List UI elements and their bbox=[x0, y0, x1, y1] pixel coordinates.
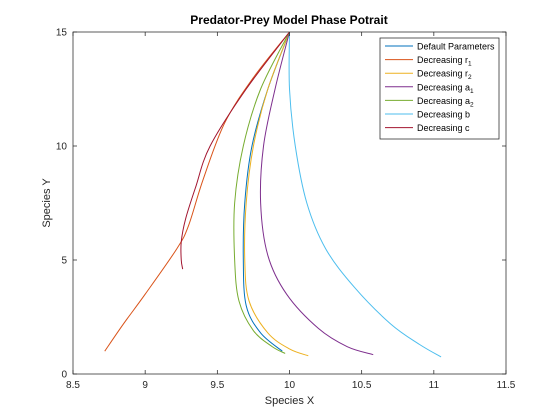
legend-entry: Decreasing b bbox=[385, 110, 470, 120]
x-tick-label: 8.5 bbox=[66, 380, 80, 391]
y-axis-ticks: 0 5 10 15 bbox=[56, 28, 506, 381]
legend-label: Decreasing a1 bbox=[417, 82, 474, 95]
series-line-3 bbox=[244, 31, 309, 357]
legend-label: Decreasing b bbox=[417, 110, 470, 120]
x-tick-label: 10.5 bbox=[352, 380, 372, 391]
legend-entry: Default Parameters bbox=[385, 42, 495, 52]
series-line-4 bbox=[259, 31, 374, 356]
y-tick-label: 0 bbox=[61, 370, 67, 381]
legend-entry: Decreasing c bbox=[385, 123, 470, 133]
legend-label-subscript: 2 bbox=[470, 101, 474, 108]
y-tick-label: 15 bbox=[56, 28, 68, 39]
legend-label-subscript: 1 bbox=[468, 61, 472, 68]
x-axis-ticks: 8.5 9 9.5 10 10.5 11 11.5 bbox=[66, 32, 516, 391]
legend-label-subscript: 2 bbox=[468, 74, 472, 81]
x-tick-label: 11 bbox=[429, 380, 440, 391]
series-layer bbox=[104, 31, 442, 358]
x-tick-label: 9.5 bbox=[210, 380, 224, 391]
y-tick-label: 10 bbox=[56, 142, 68, 153]
series-line-5 bbox=[233, 31, 290, 354]
legend-entry: Decreasing a2 bbox=[385, 96, 474, 109]
legend-label: Decreasing r2 bbox=[417, 69, 472, 82]
legend-label-subscript: 1 bbox=[470, 88, 474, 95]
legend-label: Decreasing c bbox=[417, 123, 470, 133]
y-axis-label: Species Y bbox=[41, 178, 53, 228]
legend-label: Default Parameters bbox=[417, 42, 495, 52]
series-line-6 bbox=[288, 31, 442, 358]
legend-entry: Decreasing r2 bbox=[385, 69, 472, 82]
x-tick-label: 11.5 bbox=[497, 380, 516, 391]
chart-title: Predator-Prey Model Phase Potrait bbox=[190, 13, 387, 27]
legend-label: Decreasing r1 bbox=[417, 55, 472, 68]
legend-label: Decreasing a2 bbox=[417, 96, 474, 109]
x-tick-label: 10 bbox=[284, 380, 296, 391]
legend-entry: Decreasing r1 bbox=[385, 55, 472, 68]
y-tick-label: 5 bbox=[61, 256, 67, 267]
x-tick-label: 9 bbox=[142, 380, 148, 391]
series-line-2 bbox=[104, 31, 290, 352]
legend-box bbox=[379, 37, 500, 140]
x-axis-label: Species X bbox=[265, 395, 315, 407]
series-line-7 bbox=[180, 31, 290, 270]
legend-entry: Decreasing a1 bbox=[385, 82, 474, 95]
